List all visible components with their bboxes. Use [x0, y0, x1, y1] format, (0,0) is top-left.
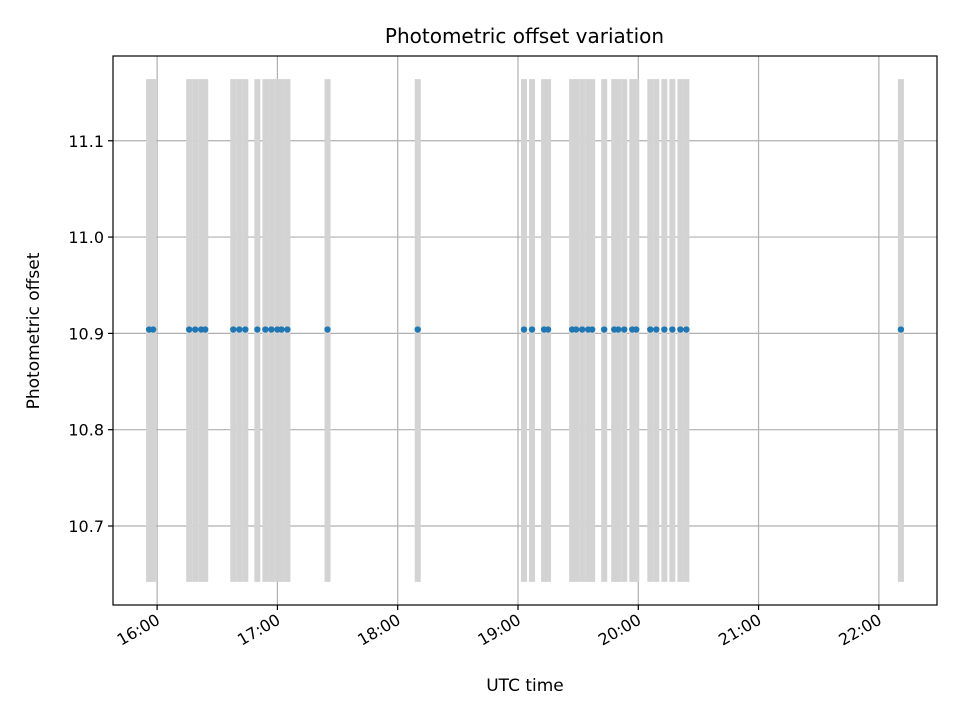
x-tick-label: 21:00	[715, 610, 764, 650]
data-point	[572, 326, 580, 333]
y-axis-label: Photometric offset	[24, 252, 44, 409]
data-point	[284, 326, 291, 333]
data-point	[230, 326, 237, 333]
data-point	[647, 326, 654, 333]
data-point	[683, 326, 690, 333]
data-point	[242, 326, 249, 333]
data-point	[324, 326, 331, 333]
data-point	[621, 326, 628, 333]
data-point	[528, 326, 536, 333]
data-point	[600, 326, 608, 333]
data-point	[588, 326, 596, 333]
data-point	[414, 326, 421, 333]
data-point	[278, 326, 285, 333]
x-tick-label: 17:00	[234, 610, 283, 650]
y-tick-label: 11.0	[68, 228, 104, 247]
chart-title: Photometric offset variation	[385, 24, 664, 48]
y-axis: 10.7 10.8 10.9 11.0 11.1	[68, 132, 113, 536]
data-point	[268, 326, 275, 333]
y-tick-label: 10.9	[68, 324, 104, 343]
x-axis-label: UTC time	[486, 676, 564, 696]
data-point	[202, 326, 209, 333]
point-layer	[145, 326, 905, 333]
data-point	[578, 326, 586, 333]
data-point	[149, 326, 157, 333]
data-point	[191, 326, 199, 333]
y-tick-label: 11.1	[68, 132, 104, 151]
data-point	[262, 326, 269, 333]
data-point	[615, 326, 622, 333]
x-tick-label: 16:00	[114, 610, 163, 650]
x-tick-label: 18:00	[354, 610, 403, 650]
data-point	[661, 326, 668, 333]
plot-frame	[112, 55, 938, 606]
data-point	[254, 326, 261, 333]
data-point	[653, 326, 660, 333]
x-tick-label: 22:00	[835, 610, 884, 650]
x-tick-label: 20:00	[595, 610, 644, 650]
data-point	[633, 326, 640, 333]
data-point	[669, 326, 676, 333]
data-point	[236, 326, 243, 333]
data-point	[677, 326, 684, 333]
data-point	[520, 326, 528, 333]
y-tick-label: 10.8	[68, 421, 104, 440]
data-point	[544, 326, 552, 333]
data-point	[897, 326, 905, 333]
y-tick-label: 10.7	[68, 517, 104, 536]
data-point	[185, 326, 193, 333]
x-axis: 16:00 17:00 18:00 19:00 20:00 21:00 22:00	[114, 605, 885, 650]
x-tick-label: 19:00	[475, 610, 524, 650]
